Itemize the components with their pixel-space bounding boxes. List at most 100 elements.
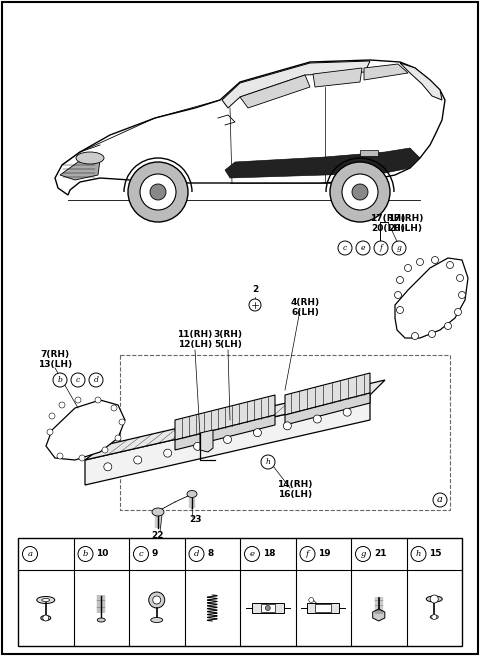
Text: 5(LH): 5(LH) <box>214 340 242 350</box>
Polygon shape <box>225 148 420 178</box>
Circle shape <box>43 615 49 621</box>
Text: h: h <box>416 550 421 558</box>
Circle shape <box>392 241 406 255</box>
Text: d: d <box>194 550 199 558</box>
Text: 14(RH): 14(RH) <box>277 480 312 489</box>
Polygon shape <box>175 395 275 440</box>
Circle shape <box>193 442 202 450</box>
Circle shape <box>265 605 270 611</box>
Circle shape <box>79 455 85 461</box>
Circle shape <box>352 184 368 200</box>
Polygon shape <box>85 395 370 485</box>
Circle shape <box>75 397 81 403</box>
Circle shape <box>396 276 404 283</box>
Circle shape <box>300 546 315 562</box>
Ellipse shape <box>187 491 197 497</box>
Circle shape <box>47 429 53 435</box>
Circle shape <box>89 373 103 387</box>
Circle shape <box>150 184 166 200</box>
Ellipse shape <box>97 618 105 622</box>
Text: 9: 9 <box>152 550 158 558</box>
Text: 18: 18 <box>263 550 276 558</box>
Polygon shape <box>85 380 385 460</box>
Circle shape <box>249 299 261 311</box>
Ellipse shape <box>430 615 438 619</box>
Circle shape <box>456 274 464 281</box>
Polygon shape <box>175 415 275 450</box>
Text: c: c <box>76 376 80 384</box>
Circle shape <box>53 373 67 387</box>
Circle shape <box>458 291 466 298</box>
Text: b: b <box>58 376 62 384</box>
Text: h: h <box>265 458 270 466</box>
Circle shape <box>411 546 426 562</box>
Ellipse shape <box>41 615 51 621</box>
Polygon shape <box>60 160 100 180</box>
Text: e: e <box>250 550 254 558</box>
Bar <box>252 603 284 613</box>
Polygon shape <box>240 75 310 108</box>
Polygon shape <box>400 63 442 100</box>
Circle shape <box>111 405 117 411</box>
Text: 8: 8 <box>207 550 214 558</box>
Text: 17(RH): 17(RH) <box>388 213 423 222</box>
Text: 16(LH): 16(LH) <box>278 489 312 499</box>
Circle shape <box>395 291 401 298</box>
Bar <box>261 604 275 612</box>
Polygon shape <box>200 430 213 452</box>
Circle shape <box>261 455 275 469</box>
Circle shape <box>140 174 176 210</box>
Circle shape <box>330 162 390 222</box>
Circle shape <box>134 456 142 464</box>
Circle shape <box>405 264 411 272</box>
Circle shape <box>189 546 204 562</box>
Circle shape <box>102 447 108 453</box>
Circle shape <box>396 306 404 314</box>
Polygon shape <box>285 373 370 415</box>
Circle shape <box>342 174 378 210</box>
Circle shape <box>244 546 260 562</box>
Polygon shape <box>364 64 408 80</box>
Text: f: f <box>306 550 309 558</box>
Circle shape <box>164 449 172 457</box>
Circle shape <box>224 436 231 443</box>
Text: 13(LH): 13(LH) <box>38 361 72 369</box>
Polygon shape <box>222 61 370 108</box>
Bar <box>120 355 450 510</box>
Text: 17(RH): 17(RH) <box>370 213 406 222</box>
Circle shape <box>444 323 452 329</box>
Text: b: b <box>83 550 88 558</box>
Text: 3(RH): 3(RH) <box>214 331 242 340</box>
Circle shape <box>23 546 37 562</box>
Circle shape <box>430 595 438 603</box>
Circle shape <box>417 258 423 266</box>
Circle shape <box>104 462 112 471</box>
Circle shape <box>283 422 291 430</box>
Text: 2: 2 <box>252 285 258 295</box>
Text: f: f <box>380 244 383 252</box>
Circle shape <box>133 546 148 562</box>
Ellipse shape <box>426 596 442 602</box>
Polygon shape <box>395 258 468 338</box>
Circle shape <box>115 435 121 441</box>
Circle shape <box>313 415 321 423</box>
Circle shape <box>95 397 101 403</box>
Ellipse shape <box>42 598 50 602</box>
Polygon shape <box>55 60 445 195</box>
Circle shape <box>49 413 55 419</box>
Circle shape <box>57 453 63 459</box>
Text: 12(LH): 12(LH) <box>178 340 212 350</box>
Text: 15: 15 <box>430 550 442 558</box>
Bar <box>315 604 331 612</box>
Circle shape <box>356 241 370 255</box>
Text: a: a <box>437 495 443 504</box>
Text: 22: 22 <box>152 531 164 539</box>
Polygon shape <box>285 393 370 425</box>
Text: c: c <box>343 244 347 252</box>
Circle shape <box>411 333 419 340</box>
Circle shape <box>432 615 437 619</box>
Text: 23: 23 <box>189 516 201 525</box>
Circle shape <box>71 373 85 387</box>
Text: 21: 21 <box>374 550 386 558</box>
Circle shape <box>374 241 388 255</box>
